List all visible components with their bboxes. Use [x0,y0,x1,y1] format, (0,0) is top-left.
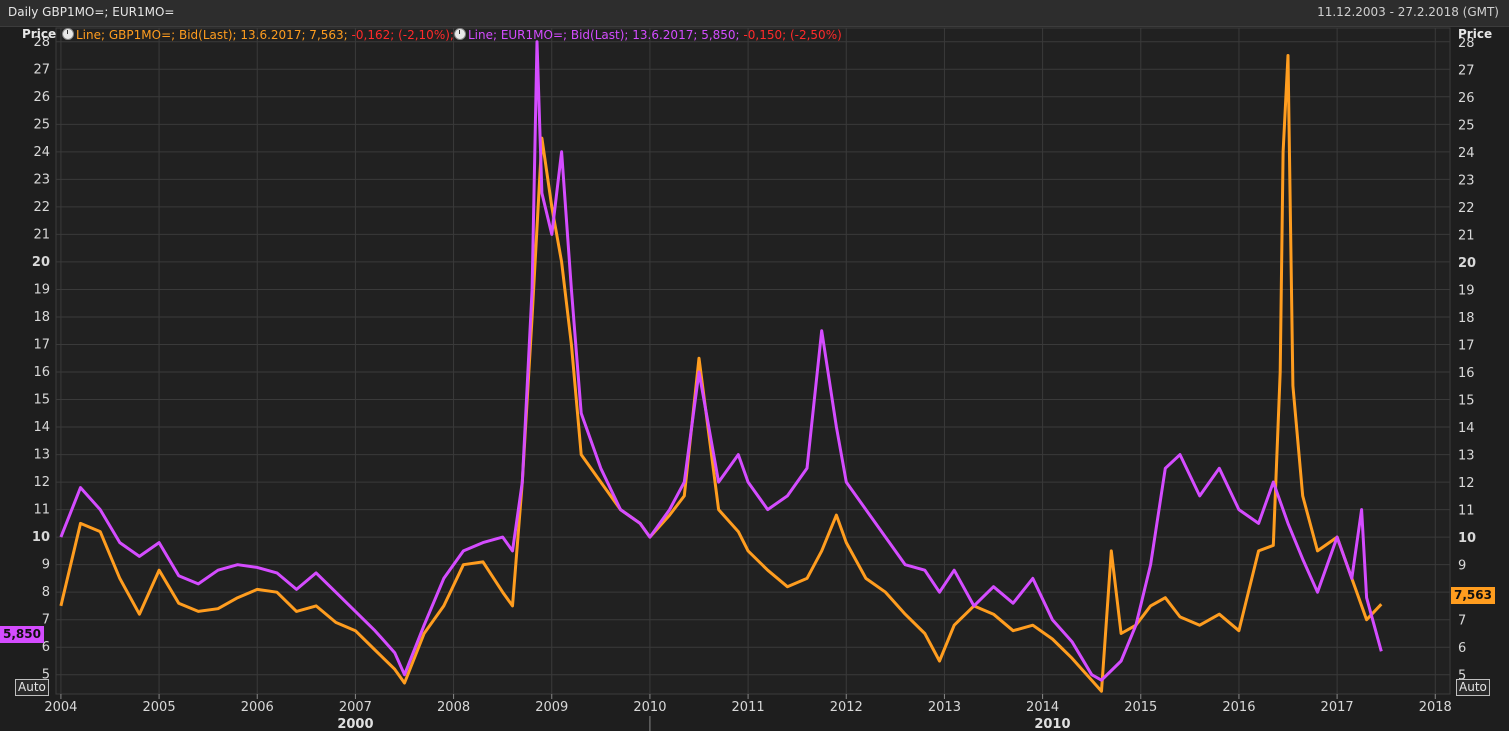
y-tick-label: 26 [33,90,50,105]
legend-eur-label[interactable]: Line; EUR1MO=; Bid(Last); 13.6.2017; 5,8… [467,28,740,42]
y-tick-label: 11 [1458,504,1475,519]
x-tick-label: 2008 [437,700,470,715]
x-tick-label: 2017 [1321,700,1354,715]
y-tick-label: 24 [1458,146,1475,161]
x-tick-label: 2010 [633,700,666,715]
y-tick-label: 14 [1458,421,1475,436]
y-tick-label: 9 [42,558,50,573]
x-tick-label: 2014 [1026,700,1059,715]
legend: Line; GBP1MO=; Bid(Last); 13.6.2017; 7,5… [62,28,842,42]
y-tick-label: 7 [1458,614,1466,629]
clock-icon[interactable] [453,28,466,40]
x-tick-label: 2006 [241,700,274,715]
y-tick-label: 28 [1458,36,1475,51]
y-tick-label: 23 [1458,173,1475,188]
y-tick-label: 15 [33,393,50,408]
y-tick-label: 13 [33,448,50,463]
y-axis-right: 5678910111213141516171819202122232425262… [1458,36,1476,684]
x-tick-label: 2011 [732,700,765,715]
y-tick-label: 23 [33,172,50,187]
y-tick-label: 19 [33,282,50,297]
y-tick-label: 22 [1458,201,1475,216]
x-tick-label: 2005 [143,700,176,715]
y-tick-label: 19 [1458,283,1475,298]
y-tick-label: 22 [33,200,50,215]
legend-eur-change: -0,150; (-2,50%) [743,28,842,42]
y-tick-label: 9 [1458,559,1466,574]
y-tick-label: 12 [33,475,50,490]
y-tick-label: 5 [1458,669,1466,684]
y-tick-label: 21 [1458,228,1475,243]
x-decade-label: 2010 [1034,717,1070,731]
header-bar: Daily GBP1MO=; EUR1MO= 11.12.2003 - 27.2… [0,0,1509,27]
x-axis: 2004 2005 2006 2007 2008 2009 2010 2011 2012 2013… [44,694,1452,731]
y-tick-label: 18 [33,310,50,325]
right-axis-title: Price [1458,27,1493,41]
y-tick-label: 24 [33,145,50,160]
y-tick-label: 5 [42,668,50,683]
y-tick-label: 18 [1458,311,1475,326]
auto-scale-button-right[interactable]: Auto [1456,679,1490,696]
x-tick-label: 2009 [535,700,568,715]
gbp-last-value-tag: 7,563 [1451,587,1495,604]
y-tick-label: 10 [32,530,50,545]
y-tick-label: 6 [42,640,50,655]
y-axis-left: 5 6 7 8 9 10 11 12 13 14 15 16 17 18 19 20 21 22 23 24 25 26 2… [32,35,50,683]
x-tick-label: 2012 [830,700,863,715]
legend-gbp-label[interactable]: Line; GBP1MO=; Bid(Last); 13.6.2017; 7,5… [76,28,348,42]
series-line-gbp1mo [59,54,1383,693]
chart-title: Daily GBP1MO=; EUR1MO= [8,5,175,19]
y-tick-label: 20 [1458,256,1476,271]
series-group [59,40,1383,693]
chart-canvas[interactable]: 5 6 7 8 9 10 11 12 13 14 15 16 17 18 19 20 21 22 23 24 25 26 2… [0,26,1509,731]
x-tick-label: 2007 [339,700,372,715]
y-tick-label: 17 [33,337,50,352]
y-tick-label: 25 [33,117,50,132]
y-tick-label: 26 [1458,91,1475,106]
y-tick-label: 28 [33,35,50,50]
date-range-label: 11.12.2003 - 27.2.2018 (GMT) [1317,5,1499,19]
left-axis-title: Price [22,27,57,41]
eur-last-value-tag: 5,850 [0,626,44,643]
y-tick-label: 7 [42,613,50,628]
plot-area [55,27,1451,695]
auto-scale-button-left[interactable]: Auto [15,679,49,696]
x-tick-label: 2015 [1124,700,1157,715]
x-tick-label: 2013 [928,700,961,715]
series-line-eur1mo [59,40,1383,682]
y-tick-label: 13 [1458,449,1475,464]
y-tick-label: 20 [32,255,50,270]
y-tick-label: 8 [42,585,50,600]
y-tick-label: 15 [1458,394,1475,409]
y-tick-label: 6 [1458,641,1466,656]
y-tick-label: 11 [33,503,50,518]
y-tick-label: 27 [1458,63,1475,78]
y-tick-label: 10 [1458,531,1476,546]
y-tick-label: 17 [1458,338,1475,353]
legend-gbp-change: -0,162; (-2,10%); [351,28,454,42]
y-tick-label: 21 [33,227,50,242]
y-tick-label: 12 [1458,476,1475,491]
y-tick-label: 25 [1458,118,1475,133]
x-tick-label: 2004 [44,700,77,715]
x-tick-label: 2016 [1222,700,1255,715]
x-tick-label: 2018 [1419,700,1452,715]
clock-icon[interactable] [62,28,74,40]
grid-lines [56,28,1450,694]
y-tick-label: 16 [1458,366,1475,381]
y-tick-label: 16 [33,365,50,380]
y-tick-label: 27 [33,62,50,77]
x-decade-label: 2000 [337,717,373,731]
y-tick-label: 14 [33,420,50,435]
